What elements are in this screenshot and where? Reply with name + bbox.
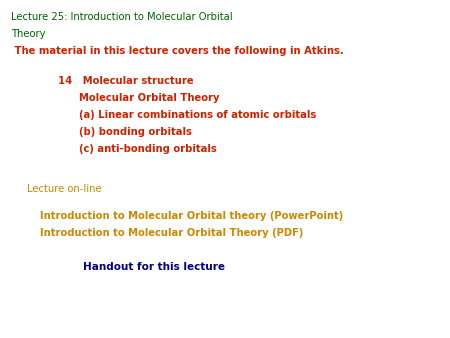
Text: Lecture 25: Introduction to Molecular Orbital: Lecture 25: Introduction to Molecular Or… <box>11 12 233 22</box>
Text: Handout for this lecture: Handout for this lecture <box>83 262 225 272</box>
Text: (b) bonding orbitals: (b) bonding orbitals <box>58 127 193 137</box>
Text: (c) anti-bonding orbitals: (c) anti-bonding orbitals <box>58 144 217 154</box>
Text: Introduction to Molecular Orbital Theory (PDF): Introduction to Molecular Orbital Theory… <box>40 228 304 238</box>
Text: 14   Molecular structure: 14 Molecular structure <box>58 76 194 86</box>
Text: (a) Linear combinations of atomic orbitals: (a) Linear combinations of atomic orbita… <box>58 110 317 120</box>
Text: Introduction to Molecular Orbital theory (PowerPoint): Introduction to Molecular Orbital theory… <box>40 211 344 221</box>
Text: Molecular Orbital Theory: Molecular Orbital Theory <box>58 93 220 103</box>
Text: Lecture on-line: Lecture on-line <box>27 184 102 194</box>
Text: The material in this lecture covers the following in Atkins.: The material in this lecture covers the … <box>11 46 344 56</box>
Text: Theory: Theory <box>11 29 46 39</box>
